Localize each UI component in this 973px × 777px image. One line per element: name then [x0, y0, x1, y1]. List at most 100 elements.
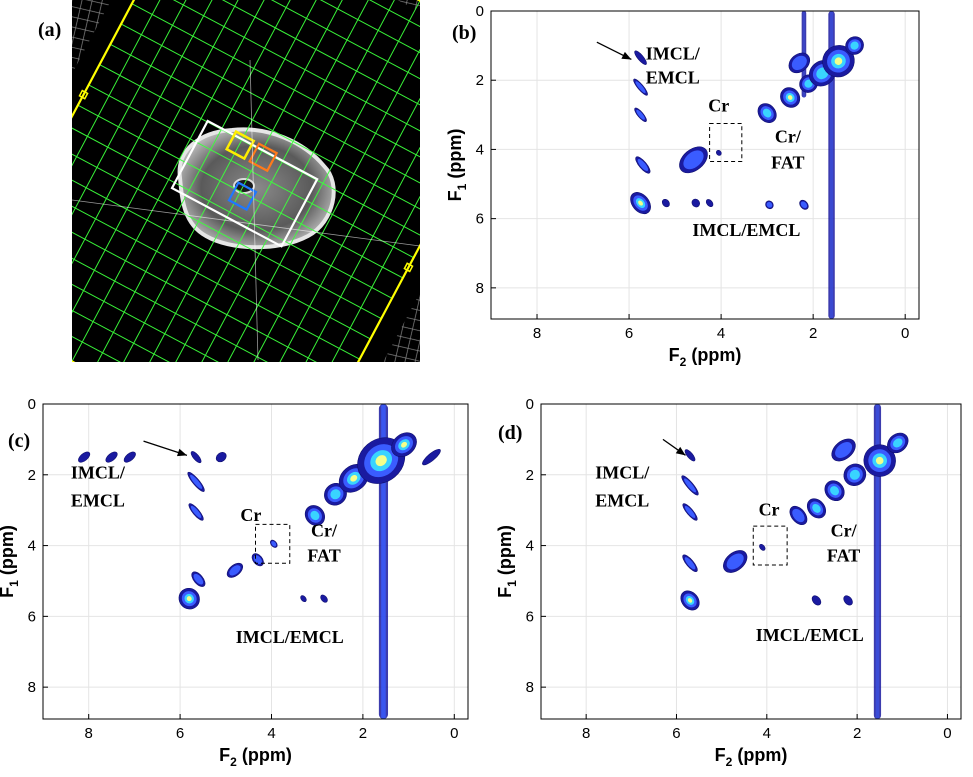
- x-tick-label: 0: [901, 325, 909, 342]
- annotation-label: FAT: [827, 546, 860, 566]
- peak-contour: [759, 543, 766, 551]
- contour-group: [630, 11, 864, 319]
- peak-contour: [320, 594, 328, 603]
- y-tick-label: 0: [476, 3, 484, 20]
- chart-b: IMCL/EMCL Cr Cr/FAT IMCL/EMCL 8 6 4 2 0 0 2 4 6 8 F2 (…: [445, 3, 920, 369]
- annotation-label: EMCL: [71, 491, 125, 511]
- peak-contour: [843, 595, 853, 606]
- axes-frame: [42, 403, 469, 720]
- arrow-head: [675, 446, 686, 456]
- x-tick-label: 0: [943, 725, 951, 742]
- csi-grid-line-vertical: [274, 43, 420, 362]
- peak-contour: [638, 200, 643, 206]
- chart-d: IMCL/EMCL Cr Cr/FAT IMCL/EMCL 8 6 4 2 0 0 2 4 6 8 F2 (…: [495, 396, 962, 769]
- voxel-orange: [248, 142, 279, 173]
- x-tick-label: 8: [85, 725, 93, 742]
- cr-dashed-box: [752, 525, 788, 566]
- mri-localizer-svg: [72, 0, 420, 362]
- x-tick-label: 6: [625, 325, 633, 342]
- csi-grid-line-horizontal: [153, 0, 420, 137]
- cr-dashed-box: [255, 523, 291, 564]
- y-tick-label: 6: [476, 211, 484, 228]
- peak-contour: [893, 438, 903, 448]
- voxel-blue: [227, 181, 258, 212]
- annotation-label: Cr/: [311, 521, 338, 541]
- annotation-label: IMCL/: [646, 43, 701, 63]
- peak-contour: [661, 198, 670, 208]
- peak-contour: [791, 55, 807, 71]
- peak-contour: [310, 510, 320, 521]
- csi-grid-line-vertical: [132, 0, 360, 362]
- csi-grid-line-horizontal: [72, 246, 328, 362]
- contour-group: [680, 404, 909, 719]
- x-axis-label: F2 (ppm): [715, 745, 788, 769]
- x-tick-label: 8: [582, 725, 590, 742]
- annotation-label: IMCL/EMCL: [236, 627, 344, 647]
- y-tick-label: 2: [28, 467, 36, 484]
- x-tick-label: 4: [717, 325, 725, 342]
- peak-contour: [300, 595, 307, 603]
- y-tick-label: 6: [526, 608, 534, 625]
- x-tick-label: 2: [809, 325, 817, 342]
- csi-grid-line-vertical: [254, 32, 420, 362]
- csi-grid-line-vertical: [72, 0, 279, 351]
- peak-contour: [812, 503, 821, 513]
- x-tick-label: 0: [450, 725, 458, 742]
- y-tick-label: 8: [28, 679, 36, 696]
- peak-contour: [716, 150, 722, 156]
- axes-frame: [540, 403, 962, 720]
- peak-contour: [787, 95, 793, 100]
- csi-grid-line-vertical: [173, 0, 401, 362]
- csi-grid-line-horizontal: [72, 206, 350, 362]
- csi-grid-line-vertical: [72, 0, 299, 362]
- fov-outline: [72, 0, 420, 362]
- annotation-label: IMCL/EMCL: [692, 220, 800, 240]
- csi-grid-line-vertical: [152, 0, 380, 362]
- panel-d-label: (d): [498, 422, 523, 444]
- x-tick-label: 8: [533, 325, 541, 342]
- annotation-label: IMCL/: [595, 462, 650, 482]
- peak-contour: [687, 598, 693, 603]
- peak-contour: [190, 505, 202, 518]
- ridge: [828, 11, 835, 319]
- annotation-label: Cr/: [831, 521, 858, 541]
- plot-area: [491, 11, 919, 319]
- peak-contour: [726, 553, 744, 570]
- peak-contour: [830, 486, 840, 496]
- csi-grid-line-horizontal: [88, 84, 414, 259]
- y-axis-label: F1 (ppm): [495, 525, 519, 598]
- peak-contour: [705, 199, 714, 208]
- y-tick-label: 0: [526, 396, 534, 413]
- peak-contour: [193, 573, 204, 585]
- x-tick-label: 4: [267, 725, 275, 742]
- csi-grid-line-horizontal: [72, 186, 360, 360]
- csi-grid-line-horizontal: [72, 145, 382, 320]
- y-tick-label: 4: [526, 538, 534, 555]
- csi-grid-line-horizontal: [72, 165, 371, 340]
- peak-contour: [422, 448, 441, 466]
- csi-grid: [72, 0, 420, 362]
- csi-grid-line-horizontal: [174, 0, 420, 96]
- peak-contour: [684, 478, 697, 493]
- y-tick-label: 4: [28, 538, 36, 555]
- peak-contour: [875, 456, 884, 465]
- peak-contour: [800, 201, 808, 209]
- annotation-label: Cr: [240, 505, 261, 525]
- annotation-label: EMCL: [595, 491, 649, 511]
- peak-contour: [330, 489, 341, 500]
- y-tick-label: 8: [526, 679, 534, 696]
- csi-grid-line-horizontal: [142, 0, 420, 157]
- peak-contour: [684, 449, 696, 462]
- peak-contour: [78, 451, 91, 463]
- annotation-label: Cr/: [775, 127, 802, 147]
- peak-contour: [375, 455, 387, 467]
- chart-c: IMCL/EMCL Cr Cr/FAT IMCL/EMCL 8 6 4 2 0 0 2 4 6 8 F2 (…: [0, 396, 469, 769]
- peak-contour: [691, 198, 700, 208]
- peak-contour: [804, 79, 813, 88]
- peak-contour: [684, 557, 696, 570]
- axes-frame: [490, 10, 920, 320]
- csi-grid-line-vertical: [72, 0, 259, 341]
- y-tick-label: 2: [526, 467, 534, 484]
- csi-grid-line-vertical: [213, 11, 420, 362]
- annotation-label: FAT: [771, 152, 804, 172]
